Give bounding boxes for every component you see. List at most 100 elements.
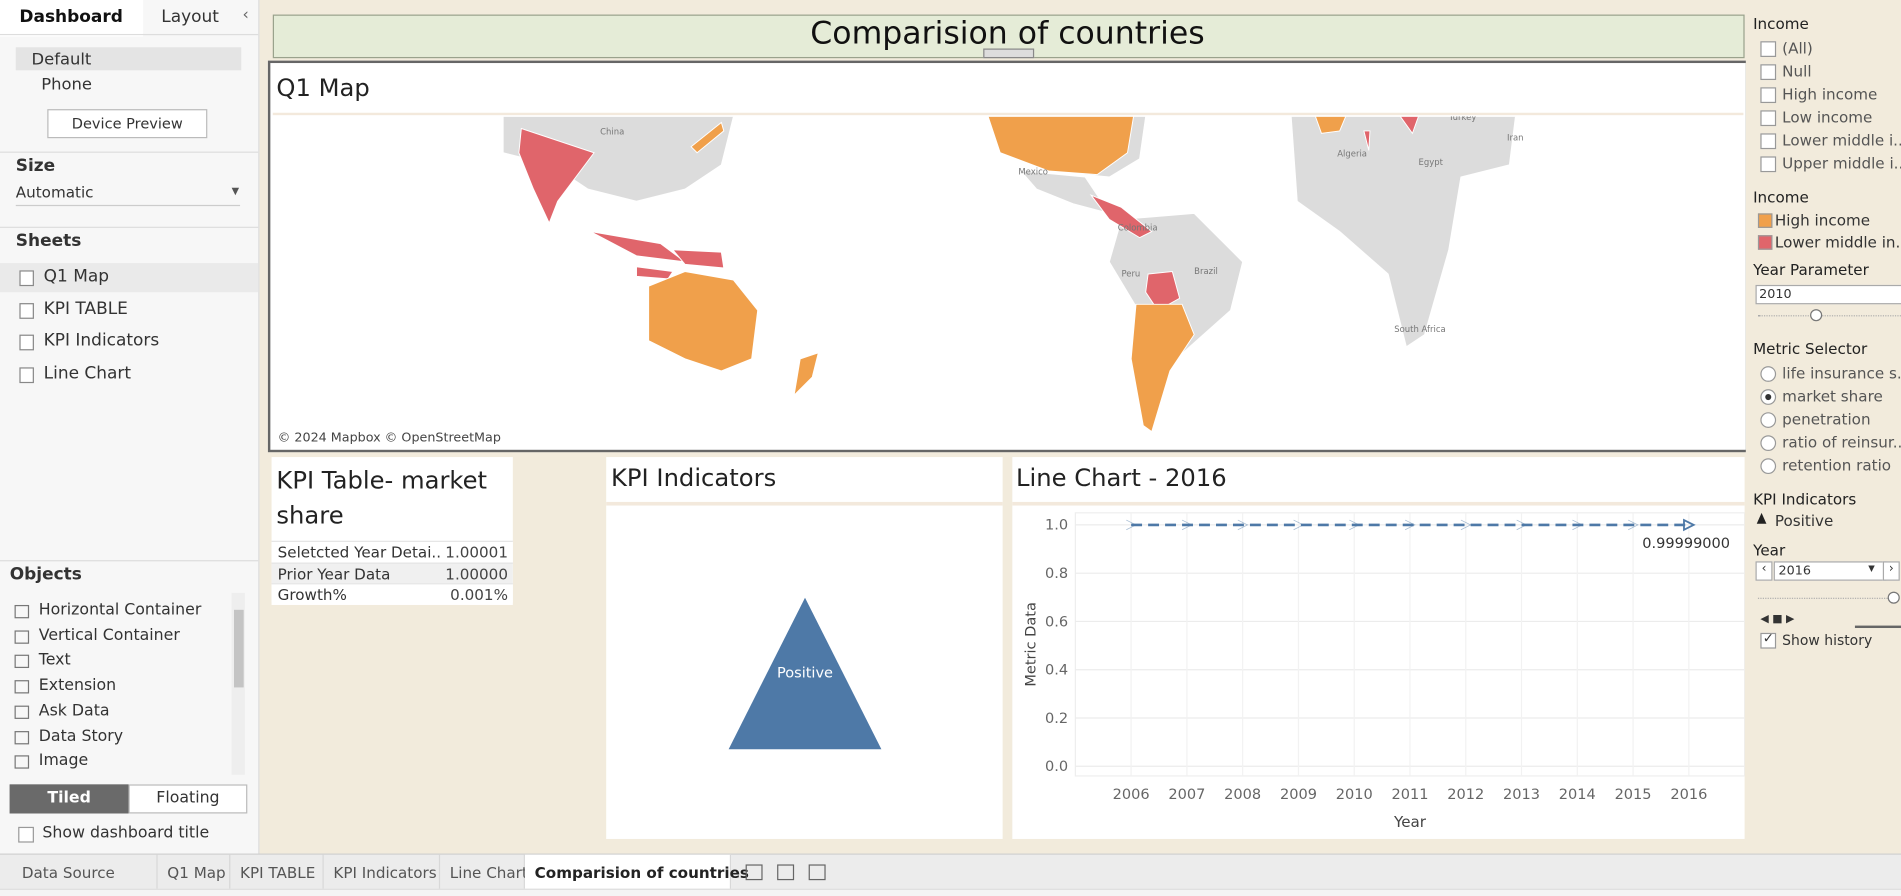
map-attribution: © 2024 Mapbox © OpenStreetMap [278, 429, 501, 444]
checkbox[interactable] [1760, 41, 1777, 57]
checkbox[interactable] [1760, 110, 1777, 127]
filter-option[interactable]: (All) [1782, 38, 1813, 57]
filter-heading: Income [1753, 14, 1809, 33]
data-point [1460, 519, 1472, 531]
drag-handle[interactable] [983, 48, 1035, 59]
filter-option[interactable]: Null [1782, 61, 1812, 81]
radio-dot [1765, 394, 1772, 401]
selector-option[interactable]: life insurance s... [1782, 363, 1901, 382]
slider-track[interactable] [1757, 597, 1898, 599]
sheet-tab[interactable]: KPI Indicators [324, 854, 441, 890]
object-item[interactable]: Ask Data [38, 701, 110, 720]
sheet-item[interactable]: KPI Indicators [43, 330, 160, 351]
panel-tab[interactable]: Dashboard [19, 7, 123, 27]
selector-option[interactable]: market share [1782, 386, 1883, 405]
sheet-tab[interactable]: KPI TABLE [230, 854, 324, 890]
object-item[interactable]: Horizontal Container [38, 601, 202, 620]
slider-track[interactable] [1757, 315, 1901, 317]
filter-option[interactable]: Lower middle i... [1782, 130, 1901, 150]
slider-thumb[interactable] [1887, 591, 1900, 604]
object-item[interactable]: Vertical Container [38, 626, 180, 645]
radio[interactable] [1760, 435, 1777, 452]
object-icon [14, 680, 30, 694]
device-option[interactable]: Default [31, 49, 92, 70]
panel-tab[interactable]: Layout [161, 7, 219, 27]
map-label: Iran [1507, 133, 1524, 143]
layout-mode[interactable]: Tiled [9, 784, 129, 814]
divider [606, 501, 1003, 506]
x-tick-label: 2011 [1391, 787, 1428, 803]
divider [1012, 501, 1745, 506]
check-mark: ✓ [1762, 630, 1774, 647]
checkbox-label: Show history [1782, 631, 1873, 649]
scroll-thumb[interactable] [233, 609, 244, 688]
y-tick-label: 1.0 [1045, 518, 1068, 534]
table-row: Growth% 0.001% [271, 583, 513, 605]
data-point [1181, 519, 1193, 531]
collapse-icon[interactable]: ‹ [242, 6, 249, 25]
view-options[interactable] [1854, 613, 1901, 629]
sheet-tab[interactable]: Line Chart [440, 854, 528, 890]
new-dashboard[interactable] [777, 864, 795, 881]
status-bar [0, 888, 1901, 896]
radio[interactable] [1760, 458, 1777, 475]
checkbox[interactable]: ✓ [1760, 630, 1777, 649]
radio[interactable] [1760, 366, 1777, 382]
filter-option[interactable]: High income [1782, 84, 1878, 104]
checkbox[interactable] [1760, 156, 1777, 173]
country [1130, 303, 1195, 433]
land [502, 116, 734, 202]
sheet-item[interactable]: Line Chart [43, 363, 132, 383]
country [590, 231, 687, 263]
country [690, 121, 725, 154]
object-item[interactable]: Image [38, 751, 89, 771]
left-panel [0, 0, 260, 854]
checkbox[interactable] [18, 826, 34, 843]
radio[interactable] [1760, 389, 1777, 405]
sheet-icon [19, 366, 34, 383]
selector-option[interactable]: ratio of reinsur... [1782, 432, 1901, 452]
sheet-tab[interactable]: Comparision of countries [524, 854, 749, 890]
radio[interactable] [1760, 412, 1777, 428]
map-title: Q1 Map [276, 72, 370, 102]
prev-button[interactable]: ‹ [1755, 561, 1773, 581]
sheet-tab[interactable]: Data Source [0, 854, 158, 890]
map-label: Egypt [1418, 157, 1443, 167]
sheet-icon [19, 270, 34, 287]
country [636, 266, 674, 280]
tab-active[interactable] [0, 0, 144, 37]
country [793, 352, 820, 397]
object-item[interactable]: Extension [38, 676, 117, 695]
next-button[interactable]: › [1882, 561, 1900, 581]
checkbox[interactable] [1760, 64, 1777, 81]
object-item[interactable]: Data Story [38, 726, 124, 746]
sheet-item[interactable]: KPI TABLE [43, 298, 128, 319]
checkbox[interactable] [1760, 87, 1777, 104]
playback-controls[interactable]: ◀ ■ ▶ [1760, 613, 1795, 626]
data-point [1349, 519, 1360, 531]
button[interactable]: Device Preview [47, 109, 208, 139]
new-worksheet[interactable] [745, 864, 763, 881]
filter-option[interactable]: Upper middle i... [1782, 153, 1901, 173]
year-dropdown[interactable]: 2016 [1773, 561, 1887, 581]
map-label: Colombia [1118, 222, 1158, 232]
new-story[interactable] [808, 864, 826, 881]
sheet-tab[interactable]: Q1 Map [158, 854, 231, 890]
slider-thumb[interactable] [1810, 309, 1823, 322]
dropdown[interactable]: Automatic [15, 183, 241, 207]
legend-swatch [1757, 234, 1773, 250]
device-option[interactable]: Phone [41, 75, 92, 95]
selector-option[interactable]: retention ratio [1782, 455, 1892, 475]
land [1290, 116, 1516, 348]
data-point [1572, 519, 1583, 531]
object-item[interactable]: Text [38, 651, 71, 670]
checkbox[interactable] [1760, 133, 1777, 150]
selector-option[interactable]: penetration [1782, 409, 1871, 428]
divider [272, 112, 1744, 116]
sheet-item[interactable]: Q1 Map [43, 266, 110, 287]
sheet-tabs: Data Source Q1 Map KPI TABLE KPI Indicators… [0, 853, 1901, 890]
layout-mode[interactable]: Floating [128, 784, 248, 814]
filter-option[interactable]: Low income [1782, 107, 1873, 127]
country [987, 116, 1135, 176]
parameter-input[interactable]: 2010 [1755, 284, 1901, 305]
